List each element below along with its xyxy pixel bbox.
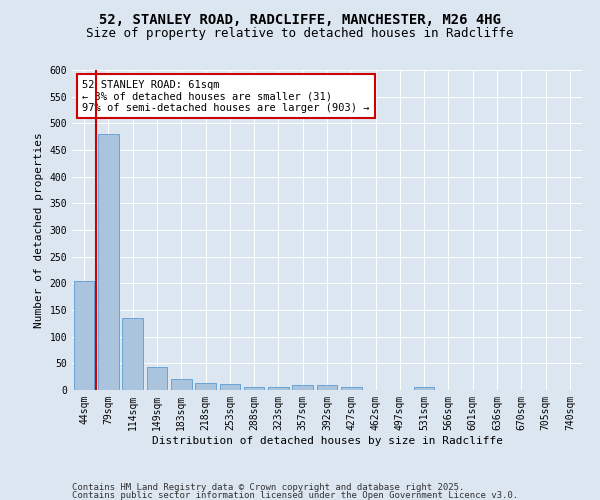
Bar [146,366,167,390]
Bar [74,280,94,390]
Bar [195,383,216,390]
Text: Size of property relative to detached houses in Radcliffe: Size of property relative to detached ho… [86,28,514,40]
Bar [341,388,362,390]
Text: 52 STANLEY ROAD: 61sqm
← 3% of detached houses are smaller (31)
97% of semi-deta: 52 STANLEY ROAD: 61sqm ← 3% of detached … [82,80,370,113]
Bar [292,384,313,390]
Bar [244,388,265,390]
Y-axis label: Number of detached properties: Number of detached properties [34,132,44,328]
Bar [268,388,289,390]
Bar [414,388,434,390]
Bar [171,379,191,390]
Text: Contains HM Land Registry data © Crown copyright and database right 2025.: Contains HM Land Registry data © Crown c… [72,482,464,492]
X-axis label: Distribution of detached houses by size in Radcliffe: Distribution of detached houses by size … [151,436,503,446]
Bar [98,134,119,390]
Bar [220,384,240,390]
Text: 52, STANLEY ROAD, RADCLIFFE, MANCHESTER, M26 4HG: 52, STANLEY ROAD, RADCLIFFE, MANCHESTER,… [99,12,501,26]
Bar [122,318,143,390]
Bar [317,384,337,390]
Text: Contains public sector information licensed under the Open Government Licence v3: Contains public sector information licen… [72,491,518,500]
